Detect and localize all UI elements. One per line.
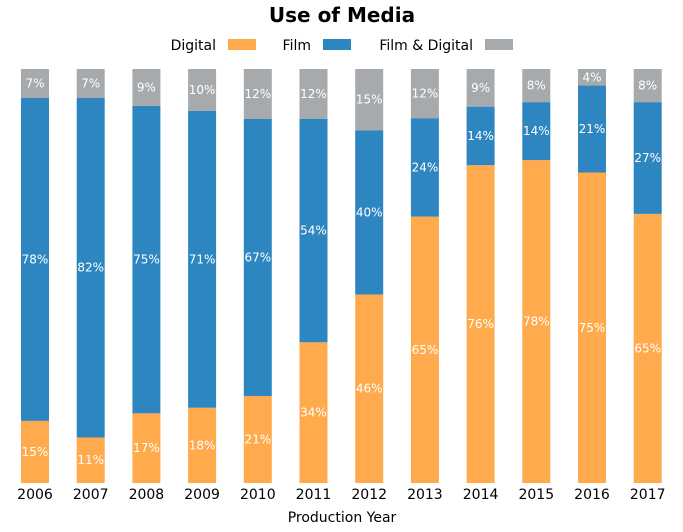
x-tick-2013: 2013	[407, 487, 443, 503]
bar-label-film-digital-2006: 7%	[25, 76, 44, 90]
bar-digital-2017	[633, 213, 662, 483]
bar-label-film-digital-2012: 15%	[356, 93, 383, 107]
x-tick-2015: 2015	[518, 487, 554, 503]
bar-label-film-2010: 67%	[244, 250, 271, 264]
bar-label-film-digital-2013: 12%	[412, 87, 439, 101]
bar-film-2010	[243, 118, 272, 397]
bar-label-film-2017: 27%	[634, 151, 661, 165]
bar-film-2012	[355, 130, 384, 295]
bar-label-film-2009: 71%	[189, 252, 216, 266]
legend-swatch-digital	[228, 39, 256, 50]
chart-title: Use of Media	[269, 3, 415, 27]
bar-label-digital-2012: 46%	[356, 382, 383, 396]
bar-film-2013	[410, 118, 439, 217]
bar-film-digital-2008	[132, 69, 161, 106]
bar-label-digital-2009: 18%	[189, 438, 216, 452]
bar-film-2015	[522, 102, 551, 161]
bar-label-digital-2013: 65%	[412, 343, 439, 357]
bar-label-film-digital-2007: 7%	[81, 76, 100, 90]
bar-label-film-digital-2017: 8%	[638, 79, 657, 93]
bar-label-digital-2010: 21%	[244, 433, 271, 447]
bar-label-film-digital-2009: 10%	[189, 83, 216, 97]
bar-film-2007	[76, 97, 105, 438]
bar-digital-2009	[188, 407, 217, 483]
bar-label-digital-2016: 75%	[579, 321, 606, 335]
bar-digital-2012	[355, 294, 384, 483]
bar-label-film-digital-2008: 9%	[137, 80, 156, 94]
plot-area: 15% 78% 7% 11% 82% 7% 17% 75% 9% 18% 71% 10% 21% 67% 1…	[21, 69, 662, 483]
x-tick-2007: 2007	[73, 487, 109, 503]
bar-label-digital-2017: 65%	[634, 341, 661, 355]
legend: Digital Film Film & Digital	[171, 38, 513, 54]
bar-label-digital-2007: 11%	[77, 453, 104, 467]
legend-label-film: Film	[283, 38, 311, 54]
bar-film-digital-2010	[243, 69, 272, 119]
bar-label-film-2008: 75%	[133, 253, 160, 267]
bar-film-digital-2016	[578, 69, 606, 86]
bar-digital-2008	[132, 413, 161, 483]
bar-label-film-digital-2016: 4%	[582, 70, 601, 84]
bar-digital-2010	[243, 396, 272, 483]
bar-label-film-digital-2010: 12%	[244, 87, 271, 101]
bar-film-digital-2011	[299, 69, 328, 119]
x-tick-2009: 2009	[184, 487, 220, 503]
bar-digital-2015	[522, 160, 551, 483]
bar-label-digital-2014: 76%	[467, 317, 494, 331]
bar-label-film-2015: 14%	[523, 124, 550, 138]
legend-label-digital: Digital	[171, 38, 216, 54]
legend-swatch-film-digital	[485, 39, 513, 50]
bar-film-digital-2006	[21, 69, 49, 98]
bar-label-film-2014: 14%	[467, 129, 494, 143]
bar-label-film-2012: 40%	[356, 205, 383, 219]
bar-film-2006	[21, 97, 49, 421]
bar-digital-2007	[76, 437, 105, 483]
x-tick-2008: 2008	[129, 487, 165, 503]
bar-digital-2011	[299, 342, 328, 483]
bar-label-digital-2006: 15%	[22, 445, 49, 459]
bar-label-film-2006: 78%	[22, 252, 49, 266]
bar-film-2014	[466, 106, 495, 166]
legend-label-film-digital: Film & Digital	[379, 38, 473, 54]
bar-label-film-digital-2015: 8%	[527, 79, 546, 93]
bar-film-digital-2007	[76, 69, 105, 98]
bar-film-2008	[132, 105, 161, 414]
bar-label-digital-2008: 17%	[133, 441, 160, 455]
x-tick-2017: 2017	[630, 487, 666, 503]
bar-film-digital-2013	[410, 69, 439, 119]
x-tick-2006: 2006	[17, 487, 53, 503]
x-tick-2014: 2014	[463, 487, 499, 503]
bar-digital-2014	[466, 165, 495, 483]
x-axis-label: Production Year	[288, 510, 397, 526]
bar-digital-2006	[21, 420, 49, 483]
bar-label-film-2016: 21%	[579, 122, 606, 136]
bar-film-2017	[633, 102, 662, 214]
bar-film-digital-2014	[466, 69, 495, 107]
bar-label-film-digital-2014: 9%	[471, 81, 490, 95]
bar-label-digital-2015: 78%	[523, 315, 550, 329]
bar-label-digital-2011: 34%	[300, 406, 327, 420]
bar-film-digital-2009	[188, 69, 217, 111]
x-tick-2011: 2011	[296, 487, 332, 503]
bar-film-2009	[188, 110, 217, 408]
bar-label-film-2007: 82%	[77, 261, 104, 275]
bar-label-film-2013: 24%	[412, 160, 439, 174]
bar-film-2016	[578, 85, 606, 173]
x-tick-2010: 2010	[240, 487, 276, 503]
bar-film-digital-2012	[355, 69, 384, 131]
bar-film-2011	[299, 118, 328, 343]
bar-digital-2016	[578, 172, 606, 483]
bar-film-digital-2017	[633, 69, 662, 103]
bar-film-digital-2015	[522, 69, 551, 103]
x-tick-2016: 2016	[574, 487, 610, 503]
bar-label-film-2011: 54%	[300, 223, 327, 237]
x-axis-ticks: 2006 2007 2008 2009 2010 2011 2012 2013 2014 2015…	[17, 487, 665, 503]
bar-label-film-digital-2011: 12%	[300, 87, 327, 101]
bar-digital-2013	[410, 216, 439, 483]
x-tick-2012: 2012	[351, 487, 387, 503]
legend-swatch-film	[323, 39, 351, 50]
